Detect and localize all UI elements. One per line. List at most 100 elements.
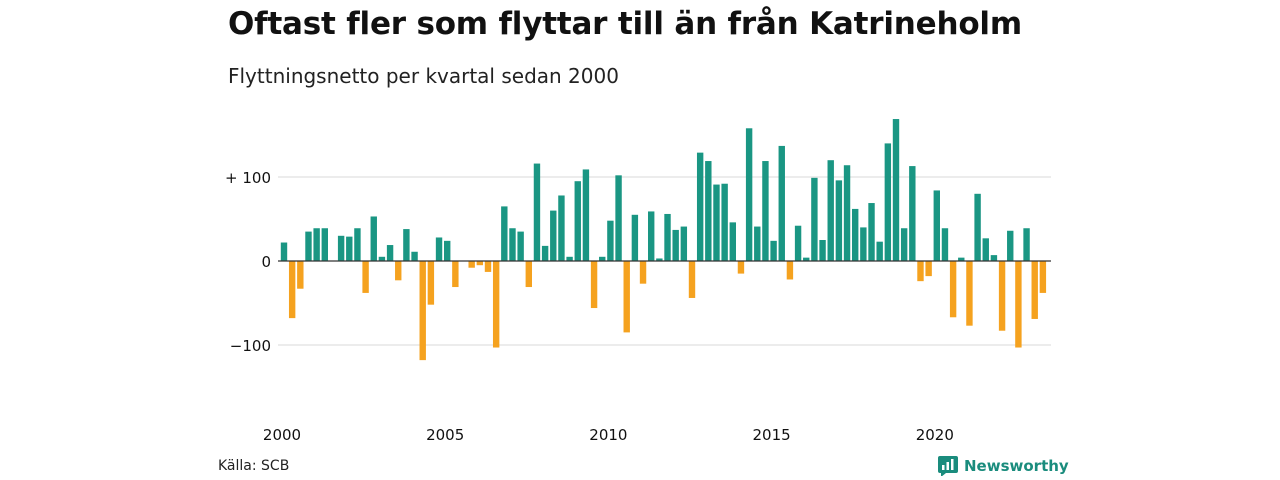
bar bbox=[811, 177, 818, 261]
bar bbox=[427, 261, 435, 305]
bar bbox=[346, 236, 353, 261]
bar bbox=[590, 261, 598, 309]
bar bbox=[1039, 261, 1047, 293]
bar bbox=[982, 238, 989, 261]
bar bbox=[892, 119, 900, 261]
bar bbox=[778, 145, 785, 261]
y-tick-label: + 100 bbox=[225, 169, 271, 187]
bar bbox=[648, 211, 655, 261]
bar bbox=[501, 206, 508, 261]
x-tick-label: 2015 bbox=[753, 426, 791, 444]
bar bbox=[933, 190, 940, 261]
bar bbox=[745, 128, 753, 261]
bar bbox=[370, 216, 377, 261]
bar bbox=[484, 261, 492, 272]
bar bbox=[852, 208, 859, 261]
bar bbox=[550, 210, 557, 261]
chart-title: Oftast fler som flyttar till än från Kat… bbox=[228, 6, 1022, 42]
bar bbox=[990, 255, 998, 261]
bar bbox=[525, 261, 532, 288]
chart-subtitle: Flyttningsnetto per kvartal sedan 2000 bbox=[228, 64, 619, 88]
bar bbox=[639, 261, 647, 284]
bar bbox=[966, 261, 973, 326]
bar bbox=[411, 251, 418, 261]
bar bbox=[280, 242, 288, 261]
bar bbox=[664, 213, 671, 261]
brand-name: Newsworthy bbox=[964, 457, 1069, 475]
bar bbox=[827, 160, 834, 261]
bar bbox=[378, 256, 386, 261]
bar bbox=[754, 226, 761, 261]
x-tick-label: 2010 bbox=[589, 426, 627, 444]
bar bbox=[819, 240, 826, 261]
bar bbox=[541, 245, 549, 261]
bar bbox=[1007, 230, 1014, 261]
bar bbox=[615, 175, 622, 261]
bar bbox=[843, 165, 851, 261]
bar bbox=[860, 227, 867, 261]
bar bbox=[492, 261, 500, 348]
bar bbox=[680, 226, 688, 261]
bar bbox=[362, 261, 369, 293]
bar bbox=[517, 231, 524, 261]
bar bbox=[958, 257, 965, 261]
bar bbox=[884, 143, 892, 261]
brand-logo: Newsworthy bbox=[938, 456, 1069, 476]
bar bbox=[737, 261, 745, 274]
bar bbox=[770, 240, 777, 261]
bar bbox=[558, 195, 565, 261]
bar bbox=[949, 261, 957, 318]
bar bbox=[835, 180, 843, 261]
bar bbox=[582, 169, 590, 261]
bar bbox=[909, 166, 916, 261]
bar bbox=[566, 256, 573, 261]
source-note: Källa: SCB bbox=[218, 458, 290, 474]
bar bbox=[876, 241, 883, 261]
x-tick-label: 2020 bbox=[916, 426, 954, 444]
bar bbox=[696, 152, 704, 261]
bar bbox=[313, 228, 320, 261]
bar bbox=[509, 228, 516, 261]
bar bbox=[468, 261, 475, 268]
bar bbox=[297, 261, 304, 289]
bar bbox=[803, 257, 810, 261]
bar bbox=[917, 261, 924, 282]
bar bbox=[1031, 261, 1038, 319]
y-tick-label: −100 bbox=[230, 337, 271, 355]
newsworthy-logo-icon bbox=[938, 456, 958, 476]
bar bbox=[1023, 228, 1030, 261]
bar bbox=[1015, 261, 1022, 348]
x-tick-label: 2000 bbox=[263, 426, 301, 444]
bar bbox=[721, 183, 728, 261]
bar bbox=[533, 163, 541, 261]
bar bbox=[998, 261, 1006, 331]
bar bbox=[729, 222, 736, 261]
bar bbox=[337, 235, 345, 261]
bar bbox=[288, 261, 296, 319]
bar bbox=[395, 261, 402, 281]
bar bbox=[623, 261, 630, 333]
bar bbox=[705, 161, 712, 261]
bar bbox=[476, 261, 484, 266]
bar bbox=[386, 245, 394, 261]
bar bbox=[713, 184, 720, 261]
bar bbox=[607, 220, 614, 261]
bar bbox=[444, 240, 451, 261]
bar bbox=[403, 229, 410, 261]
bar bbox=[656, 258, 663, 261]
bar bbox=[354, 228, 361, 261]
bar bbox=[868, 203, 875, 261]
bar bbox=[941, 228, 949, 261]
bar bbox=[419, 261, 426, 361]
bar bbox=[786, 261, 794, 280]
bar bbox=[925, 261, 932, 277]
bar bbox=[688, 261, 696, 298]
bar bbox=[794, 225, 802, 261]
bar bbox=[762, 161, 769, 261]
x-tick-label: 2005 bbox=[426, 426, 464, 444]
bar bbox=[631, 214, 639, 261]
bar bbox=[435, 237, 443, 261]
bar bbox=[672, 229, 679, 261]
bar bbox=[452, 261, 459, 288]
